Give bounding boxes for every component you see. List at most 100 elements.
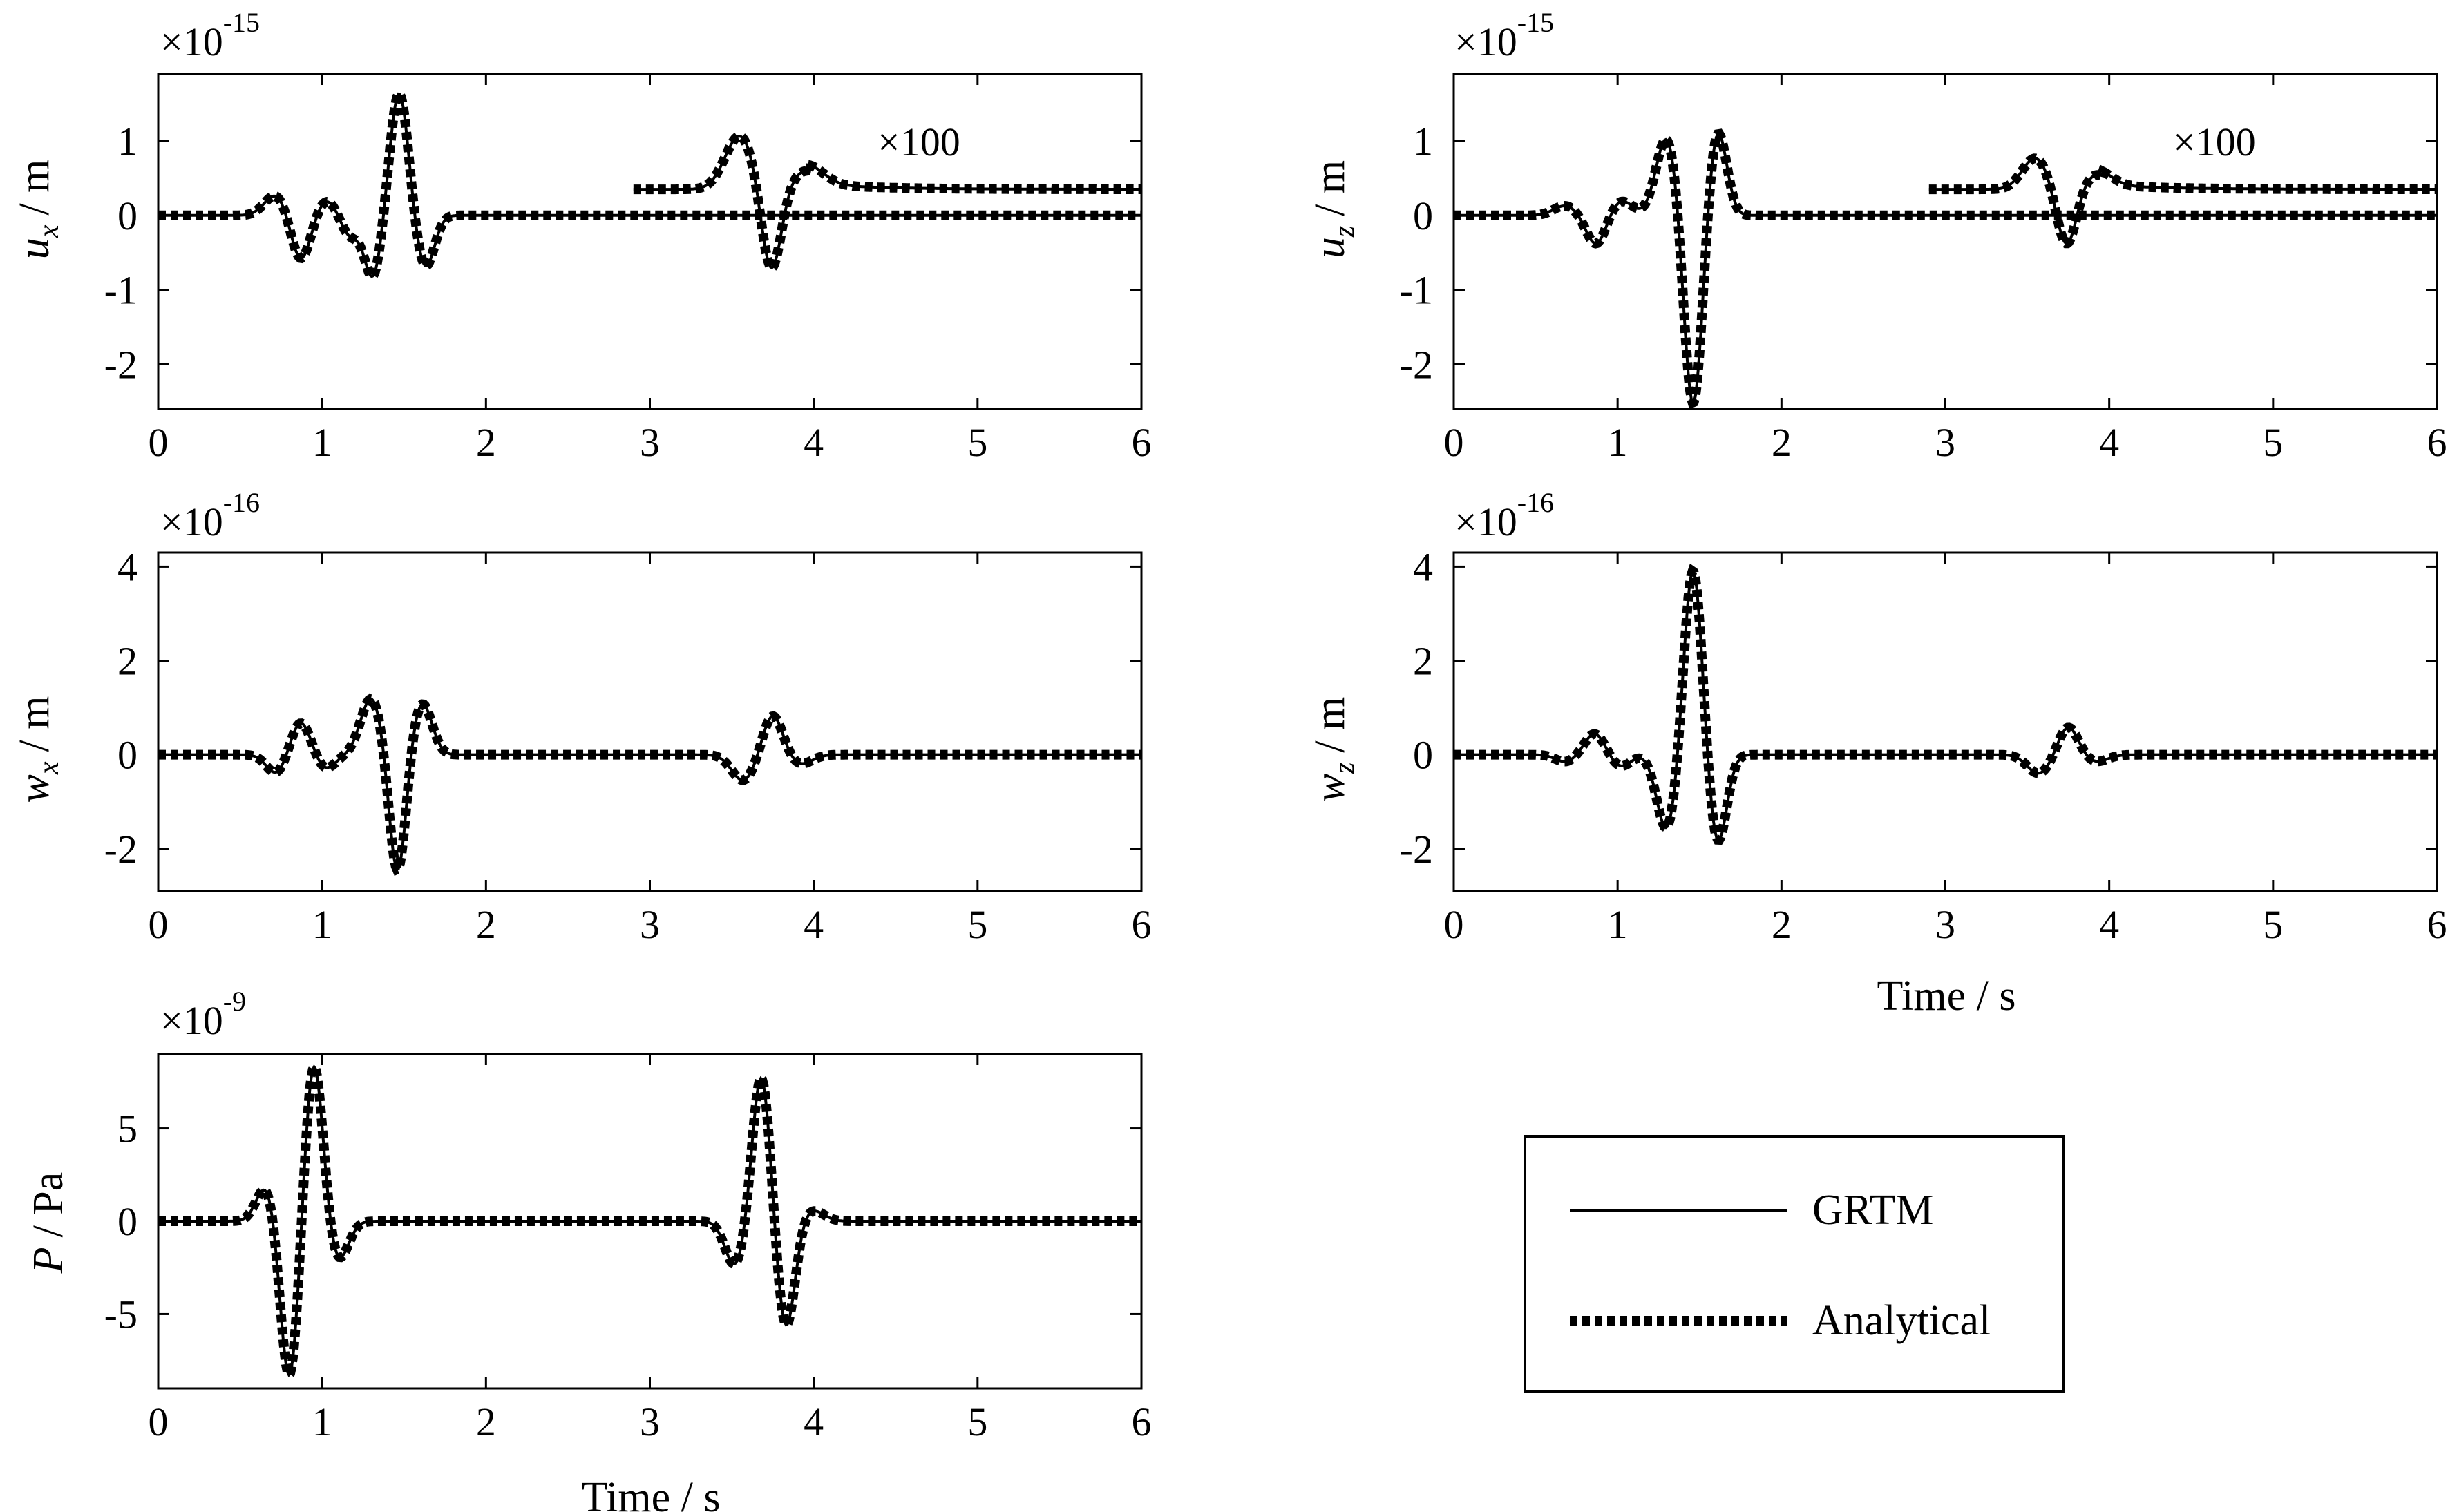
legend-box: [1524, 1135, 2065, 1393]
plot-frame-wz: [1452, 551, 2438, 892]
multiplier-uz: ×10-15: [1454, 7, 1554, 64]
series-grtm-wz: [1454, 568, 2437, 841]
x-tick-label-uz: 4: [2099, 420, 2119, 465]
y-tick-label-ux: 1: [117, 119, 137, 164]
multiplier-wx: ×10-16: [160, 487, 260, 544]
series-grtm-p: [158, 1064, 1141, 1377]
multiplier-wz: ×10-16: [1454, 487, 1554, 544]
plot-frame-wx: [157, 551, 1143, 892]
y-label-var: P: [25, 1247, 72, 1274]
y-axis-label-wz: wz / m: [1307, 697, 1360, 803]
y-label-var: w: [1307, 774, 1354, 802]
y-label-unit: / m: [1307, 160, 1354, 216]
y-axis-label-p: P / Pa: [25, 1172, 72, 1274]
panel-wx: ×10-16 wx / m 0 1 2 3 4 5 6 4 2 0 -2: [11, 487, 1152, 947]
series-grtm-uz: [1454, 132, 2437, 405]
y-axis-label-wx: wx / m: [11, 696, 65, 803]
y-label-sub: z: [1329, 763, 1360, 774]
y-label-var: w: [11, 774, 58, 803]
x-tick-label-ux: 2: [476, 420, 496, 465]
panel-ux: ×10-15 ux / m ×100 0 1 2 3 4 5 6 1 0 -1 -2: [11, 7, 1152, 465]
series-grtm-wx: [158, 697, 1141, 872]
x-tick-label-p: 2: [476, 1399, 496, 1444]
series-grtm-x100-ux: [633, 135, 1141, 269]
x-tick-label-p: 5: [967, 1399, 987, 1444]
y-label-unit: / Pa: [25, 1172, 72, 1238]
y-tick-label-wz: 4: [1413, 544, 1433, 589]
x-tick-label-ux: 4: [804, 420, 824, 465]
x-tick-label-wx: 0: [149, 902, 169, 947]
x-tick-label-ux: 0: [149, 420, 169, 465]
y-label-sub: x: [33, 224, 65, 238]
legend-label-grtm: GRTM: [1812, 1187, 1933, 1234]
x-tick-label-uz: 2: [1772, 420, 1792, 465]
multiplier-exponent: -15: [223, 7, 260, 38]
y-label-unit: / m: [1307, 697, 1354, 753]
series-analytical-wz: [1454, 563, 2437, 845]
multiplier-base: ×10: [1454, 499, 1517, 544]
y-tick-label-ux: -1: [104, 268, 137, 313]
x-tick-label-wz: 5: [2263, 902, 2283, 947]
multiplier-ux: ×10-15: [160, 7, 260, 64]
x-tick-label-p: 1: [312, 1399, 332, 1444]
x-tick-label-ux: 6: [1132, 420, 1152, 465]
legend: GRTM Analytical: [1524, 1135, 2065, 1393]
y-tick-label-uz: 0: [1413, 193, 1433, 238]
multiplier-exponent: -9: [223, 986, 246, 1017]
y-tick-label-p: 0: [117, 1199, 137, 1244]
x-tick-label-uz: 0: [1444, 420, 1464, 465]
y-tick-label-p: 5: [117, 1107, 137, 1151]
x-tick-label-wx: 4: [804, 902, 824, 947]
y-label-var: u: [1307, 237, 1354, 258]
series-grtm-x100-uz: [1928, 157, 2437, 245]
multiplier-exponent: -15: [1517, 7, 1554, 38]
multiplier-exponent: -16: [1517, 487, 1554, 518]
x-tick-label-ux: 5: [967, 420, 987, 465]
multiplier-exponent: -16: [223, 487, 260, 518]
panel-p: ×10-9 P / Pa Time / s 0 1 2 3 4 5 6 5 0 -5: [25, 986, 1152, 1512]
series-analytical-wx: [158, 693, 1141, 876]
x-tick-label-ux: 1: [312, 420, 332, 465]
y-tick-label-wz: -2: [1400, 827, 1433, 872]
annotation-x100-uz: ×100: [2173, 119, 2256, 164]
x-tick-label-wz: 0: [1444, 902, 1464, 947]
y-label-sub: x: [33, 761, 65, 775]
y-label-sub: z: [1329, 226, 1360, 238]
multiplier-base: ×10: [1454, 19, 1517, 64]
y-tick-label-p: -5: [104, 1292, 137, 1337]
x-tick-label-p: 0: [149, 1399, 169, 1444]
y-tick-label-wx: 2: [117, 639, 137, 684]
panel-uz: ×10-15 uz / m ×100 0 1 2 3 4 5 6 1 0 -1 -2: [1307, 7, 2447, 465]
x-tick-label-wz: 6: [2427, 902, 2447, 947]
annotation-x100-ux: ×100: [877, 119, 960, 164]
x-axis-label-p: Time / s: [581, 1474, 720, 1512]
y-tick-label-wz: 0: [1413, 733, 1433, 778]
x-tick-label-wz: 2: [1772, 902, 1792, 947]
y-label-var: u: [11, 238, 58, 259]
multiplier-p: ×10-9: [160, 986, 246, 1043]
y-tick-label-ux: -2: [104, 342, 137, 387]
x-tick-label-uz: 3: [1935, 420, 1955, 465]
multiplier-base: ×10: [160, 499, 223, 544]
y-tick-label-uz: 1: [1413, 119, 1433, 164]
x-tick-label-wz: 4: [2099, 902, 2119, 947]
x-tick-label-uz: 1: [1608, 420, 1628, 465]
x-tick-label-p: 3: [640, 1399, 660, 1444]
y-axis-label-ux: ux / m: [11, 160, 65, 260]
series-analytical-uz: [1454, 128, 2437, 410]
y-label-unit: / m: [11, 160, 58, 216]
legend-label-analytical: Analytical: [1812, 1297, 1991, 1344]
plot-frame-ux: [157, 73, 1143, 410]
x-tick-label-ux: 3: [640, 420, 660, 465]
y-tick-label-wx: 4: [117, 544, 137, 589]
x-tick-label-wx: 5: [967, 902, 987, 947]
series-analytical-x100-uz: [1928, 153, 2437, 249]
y-tick-label-wx: 0: [117, 733, 137, 778]
x-tick-label-wx: 1: [312, 902, 332, 947]
x-tick-label-uz: 5: [2263, 420, 2283, 465]
x-tick-label-wx: 2: [476, 902, 496, 947]
y-tick-label-uz: -1: [1400, 268, 1433, 313]
multiplier-base: ×10: [160, 998, 223, 1043]
